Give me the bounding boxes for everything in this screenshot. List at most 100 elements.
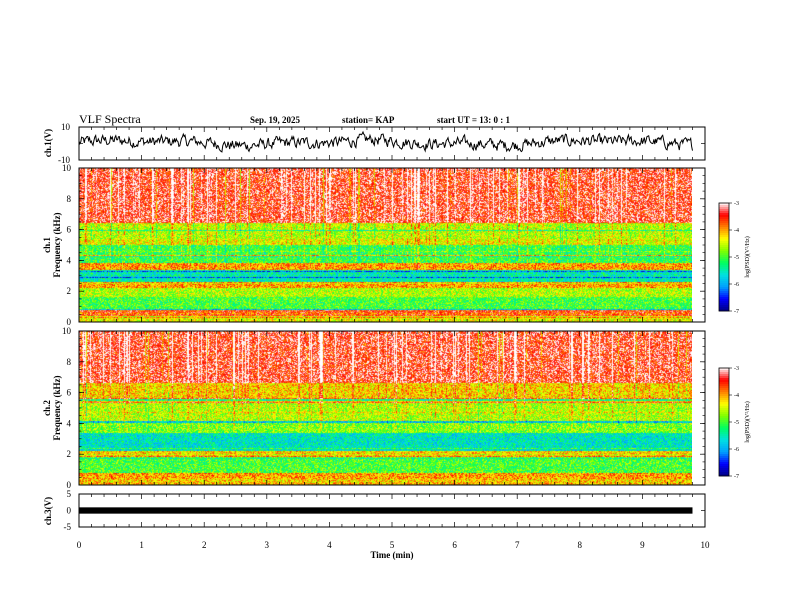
ch1-colorbar-label: log(PSD)(V²/Hz) — [744, 236, 751, 277]
colorbar-swatch — [719, 416, 729, 419]
x-tick-label: 8 — [578, 540, 583, 550]
colorbar-swatch — [719, 424, 729, 427]
colorbar-swatch — [719, 239, 729, 242]
colorbar-swatch — [719, 243, 729, 246]
ch1-ytick-top: 10 — [61, 122, 71, 132]
ch1-spectrogram-panel: ch.1 Frequency (kHz) — [42, 167, 706, 323]
spectrogram-ytick-label: 6 — [67, 225, 72, 235]
colorbar-swatch — [719, 456, 729, 459]
ch1-waveform-panel: 10 -10 ch.1(V) — [43, 122, 706, 165]
ch2-spectrogram-panel: ch.2 Frequency (kHz) — [42, 330, 706, 486]
colorbar-swatch — [719, 436, 729, 439]
colorbar-swatch — [719, 213, 729, 216]
colorbar-swatch — [719, 472, 729, 475]
colorbar-swatch — [719, 432, 729, 435]
colorbar-swatch — [719, 255, 729, 258]
colorbar-swatch — [719, 420, 729, 423]
colorbar-swatch — [719, 235, 729, 238]
start-time-label: start UT = 13: 0 : 1 — [437, 115, 510, 125]
ch2-colorbar: log(PSD)(V²/Hz) — [718, 367, 751, 477]
x-tick-label: 2 — [202, 540, 207, 550]
colorbar-swatch — [719, 253, 729, 256]
ch1-colorbar: log(PSD)(V²/Hz) — [718, 202, 751, 312]
colorbar-swatch — [719, 225, 729, 228]
ch3-waveform-ylabel: ch.3(V) — [43, 497, 53, 525]
colorbar-swatch — [719, 237, 729, 240]
colorbar-swatch — [719, 430, 729, 433]
colorbar-tick-label: -7 — [734, 474, 739, 480]
colorbar-swatch — [719, 269, 729, 272]
colorbar-swatch — [719, 422, 729, 425]
colorbar-swatch — [719, 299, 729, 302]
colorbar-swatch — [719, 398, 729, 401]
colorbar-swatch — [719, 231, 729, 234]
x-axis-label: Time (min) — [370, 550, 413, 560]
colorbar-tick-label: -4 — [734, 228, 739, 234]
colorbar-swatch — [719, 209, 729, 212]
colorbar-swatch — [719, 303, 729, 306]
colorbar-swatch — [719, 470, 729, 473]
colorbar-swatch — [719, 394, 729, 397]
colorbar-swatch — [719, 283, 729, 286]
colorbar-swatch — [719, 458, 729, 461]
colorbar-tick-label: -3 — [734, 366, 739, 372]
colorbar-swatch — [719, 402, 729, 405]
spectrogram-ytick-label: 4 — [67, 255, 72, 265]
colorbar-swatch — [719, 446, 729, 449]
colorbar-swatch — [719, 468, 729, 471]
colorbar-swatch — [719, 301, 729, 304]
colorbar-swatch — [719, 442, 729, 445]
spectrogram-ytick-label: 6 — [67, 388, 72, 398]
x-tick-label: 3 — [265, 540, 270, 550]
colorbar-swatch — [719, 450, 729, 453]
spectrogram-ytick-label: 2 — [67, 286, 72, 296]
colorbar-swatch — [719, 277, 729, 280]
colorbar-swatch — [719, 474, 729, 477]
spectrogram-ytick-label: 10 — [62, 326, 72, 336]
station-label: station= KAP — [342, 115, 395, 125]
colorbar-swatch — [719, 241, 729, 244]
colorbar-swatch — [719, 408, 729, 411]
colorbar-tick-label: -6 — [734, 282, 739, 288]
colorbar-swatch — [719, 396, 729, 399]
x-tick-label: 1 — [139, 540, 144, 550]
colorbar-swatch — [719, 410, 729, 413]
colorbar-tick-label: -5 — [734, 255, 739, 261]
colorbar-swatch — [719, 229, 729, 232]
colorbar-swatch — [719, 263, 729, 266]
colorbar-swatch — [719, 454, 729, 457]
ch1-ytick-bottom: -10 — [58, 155, 70, 165]
colorbar-swatch — [719, 466, 729, 469]
ch1-spectrogram-ylabel: Frequency (kHz) — [52, 212, 62, 277]
colorbar-swatch — [719, 426, 729, 429]
colorbar-swatch — [719, 267, 729, 270]
colorbar-tick-label: -3 — [734, 201, 739, 207]
colorbar-tick-label: -6 — [734, 447, 739, 453]
colorbar-swatch — [719, 293, 729, 296]
spectrogram-ytick-label: 8 — [67, 194, 72, 204]
colorbar-swatch — [719, 219, 729, 222]
colorbar-swatch — [719, 400, 729, 403]
ch1-spectrogram-channel-label: ch.1 — [42, 237, 52, 253]
ch1-spectrogram-image — [79, 168, 692, 322]
colorbar-swatch — [719, 295, 729, 298]
colorbar-swatch — [719, 452, 729, 455]
colorbar-swatch — [719, 251, 729, 254]
colorbar-swatch — [719, 404, 729, 407]
ch2-spectrogram-ylabel: Frequency (kHz) — [52, 375, 62, 440]
ch2-colorbar-frame — [718, 367, 730, 477]
colorbar-swatch — [719, 291, 729, 294]
colorbar-swatch — [719, 368, 729, 371]
colorbar-swatch — [719, 249, 729, 252]
colorbar-swatch — [719, 297, 729, 300]
colorbar-swatch — [719, 384, 729, 387]
colorbar-swatch — [719, 217, 729, 220]
colorbar-swatch — [719, 271, 729, 274]
colorbar-swatch — [719, 309, 729, 312]
colorbar-swatch — [719, 203, 729, 206]
colorbar-swatch — [719, 281, 729, 284]
colorbar-tick-label: -4 — [734, 393, 739, 399]
colorbar-swatch — [719, 434, 729, 437]
colorbar-swatch — [719, 392, 729, 395]
